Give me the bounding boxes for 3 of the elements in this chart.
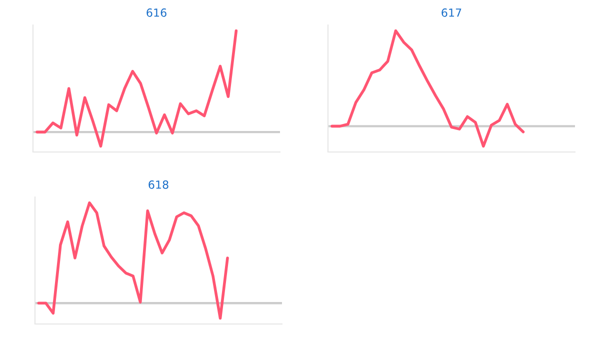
chart-title: 618 <box>148 180 168 189</box>
chart-title: 617 <box>442 8 462 17</box>
chart-title: 616 <box>146 8 166 17</box>
